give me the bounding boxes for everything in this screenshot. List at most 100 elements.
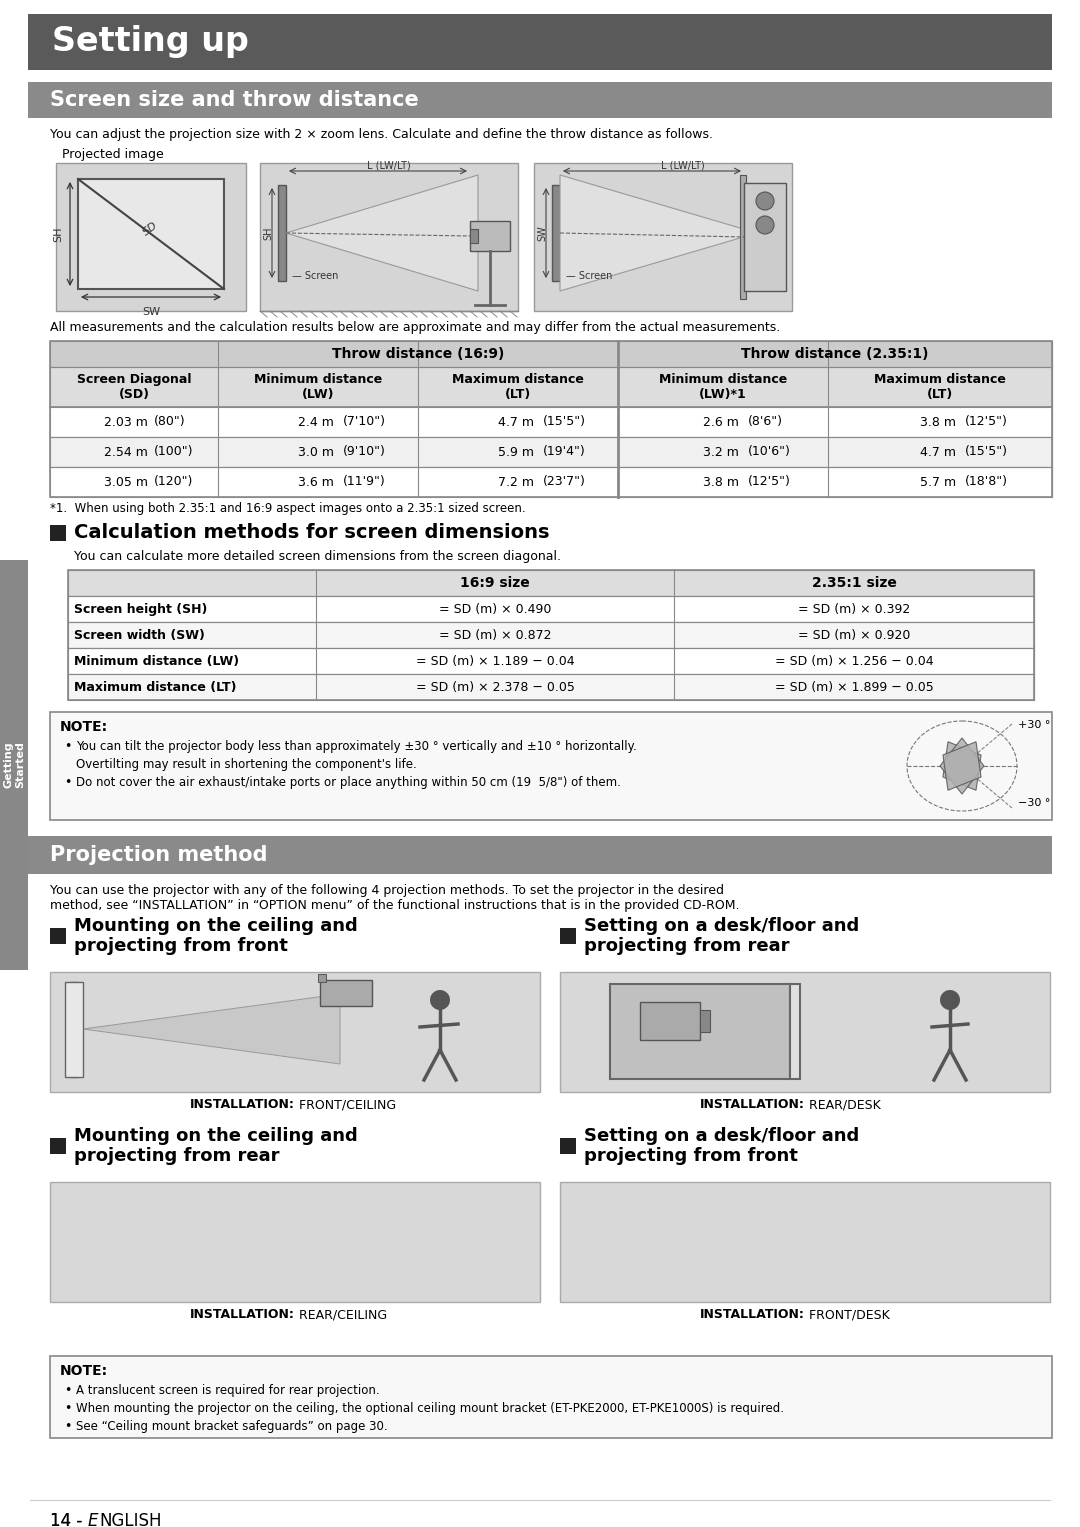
Text: (11'9"): (11'9") (343, 475, 386, 489)
Text: = SD (m) × 1.256 − 0.04: = SD (m) × 1.256 − 0.04 (774, 655, 933, 667)
Text: (15'5"): (15'5") (966, 446, 1008, 458)
Bar (278, 185, 286, 281)
Text: = SD (m) × 1.189 − 0.04: = SD (m) × 1.189 − 0.04 (416, 655, 575, 667)
Polygon shape (561, 176, 757, 292)
Bar (50, 1356, 1052, 1438)
Bar (318, 974, 326, 982)
Circle shape (940, 989, 960, 1009)
Text: Screen height (SH): Screen height (SH) (75, 603, 207, 615)
Text: (15'5"): (15'5") (543, 415, 586, 429)
Text: Minimum distance
(LW)*1: Minimum distance (LW)*1 (659, 373, 787, 402)
Bar (561, 928, 576, 944)
Polygon shape (286, 176, 478, 292)
Polygon shape (943, 742, 981, 791)
Text: 3.8 m: 3.8 m (703, 475, 739, 489)
Text: Maximum distance (LT): Maximum distance (LT) (75, 681, 237, 693)
Text: −30 °: −30 ° (1018, 799, 1051, 808)
Text: = SD (m) × 2.378 − 0.05: = SD (m) × 2.378 − 0.05 (416, 681, 575, 693)
Polygon shape (943, 742, 981, 791)
Bar (320, 980, 372, 1006)
Bar (78, 179, 224, 289)
Text: = SD (m) × 1.899 − 0.05: = SD (m) × 1.899 − 0.05 (774, 681, 933, 693)
Text: (23'7"): (23'7") (543, 475, 585, 489)
Text: SW: SW (141, 307, 160, 318)
Text: (9'10"): (9'10") (343, 446, 386, 458)
Bar (65, 982, 83, 1077)
Bar (50, 408, 1052, 437)
Bar (552, 185, 561, 281)
Text: = SD (m) × 0.920: = SD (m) × 0.920 (798, 629, 910, 641)
Text: Setting on a desk/floor and
projecting from rear: Setting on a desk/floor and projecting f… (584, 916, 860, 956)
Text: See “Ceiling mount bracket safeguards” on page 30.: See “Ceiling mount bracket safeguards” o… (76, 1420, 388, 1432)
Text: FRONT/DESK: FRONT/DESK (805, 1309, 890, 1321)
Text: SW: SW (537, 224, 546, 241)
Text: 3.0 m: 3.0 m (298, 446, 334, 458)
Bar (50, 341, 1052, 496)
Text: Throw distance (16:9): Throw distance (16:9) (332, 347, 504, 360)
Text: SD: SD (141, 220, 160, 238)
Bar (744, 183, 786, 292)
Bar (70, 982, 78, 1077)
Text: •: • (64, 1420, 71, 1432)
Text: (19'4"): (19'4") (543, 446, 585, 458)
Text: Projection method: Projection method (50, 844, 268, 864)
Text: E: E (87, 1512, 98, 1527)
Bar (50, 1138, 66, 1154)
Bar (700, 1009, 710, 1032)
Bar (561, 1138, 576, 1154)
Bar (68, 673, 1034, 699)
Text: (120"): (120") (154, 475, 193, 489)
Text: SH: SH (264, 226, 273, 240)
Bar (28, 835, 1052, 873)
Text: 3.6 m: 3.6 m (298, 475, 334, 489)
Text: (18'8"): (18'8") (966, 475, 1008, 489)
Text: All measurements and the calculation results below are approximate and may diffe: All measurements and the calculation res… (50, 321, 780, 334)
Text: 7.2 m: 7.2 m (498, 475, 534, 489)
Text: NOTE:: NOTE: (60, 721, 108, 734)
Text: Projected image: Projected image (62, 148, 164, 160)
Text: 14 -: 14 - (50, 1512, 87, 1527)
Text: — Screen: — Screen (292, 270, 338, 281)
Text: (7'10"): (7'10") (343, 415, 386, 429)
Text: Mounting on the ceiling and
projecting from rear: Mounting on the ceiling and projecting f… (75, 1127, 357, 1165)
Text: INSTALLATION:: INSTALLATION: (700, 1098, 805, 1112)
Text: Mounting on the ceiling and
projecting from front: Mounting on the ceiling and projecting f… (75, 916, 357, 956)
Text: 4.7 m: 4.7 m (920, 446, 956, 458)
Text: Screen Diagonal
(SD): Screen Diagonal (SD) (77, 373, 191, 402)
Bar (68, 647, 1034, 673)
Text: You can calculate more detailed screen dimensions from the screen diagonal.: You can calculate more detailed screen d… (75, 550, 561, 563)
Text: L (LW/LT): L (LW/LT) (367, 160, 410, 169)
Text: •: • (64, 776, 71, 789)
Text: INSTALLATION:: INSTALLATION: (190, 1309, 295, 1321)
Text: 3.05 m: 3.05 m (104, 475, 148, 489)
Bar (561, 1182, 1050, 1303)
Text: •: • (64, 1383, 71, 1397)
Polygon shape (83, 994, 340, 1064)
Text: You can adjust the projection size with 2 × zoom lens. Calculate and define the : You can adjust the projection size with … (50, 128, 713, 140)
Polygon shape (940, 738, 984, 794)
Text: (100"): (100") (154, 446, 193, 458)
Text: You can tilt the projector body less than approximately ±30 ° vertically and ±10: You can tilt the projector body less tha… (76, 741, 637, 753)
Text: Getting
Started: Getting Started (3, 742, 25, 788)
Bar (260, 163, 518, 312)
Text: Minimum distance (LW): Minimum distance (LW) (75, 655, 239, 667)
Text: FRONT/CEILING: FRONT/CEILING (295, 1098, 396, 1112)
Text: Setting on a desk/floor and
projecting from front: Setting on a desk/floor and projecting f… (584, 1127, 860, 1165)
Bar (50, 928, 66, 944)
Text: = SD (m) × 0.490: = SD (m) × 0.490 (438, 603, 551, 615)
Text: 16:9 size: 16:9 size (460, 576, 530, 589)
Text: INSTALLATION:: INSTALLATION: (190, 1098, 295, 1112)
Text: (12'5"): (12'5") (966, 415, 1008, 429)
Text: Maximum distance
(LT): Maximum distance (LT) (874, 373, 1005, 402)
Text: (12'5"): (12'5") (748, 475, 791, 489)
Text: = SD (m) × 0.392: = SD (m) × 0.392 (798, 603, 910, 615)
Circle shape (756, 215, 774, 234)
Bar (50, 712, 1052, 820)
Bar (50, 525, 66, 541)
Text: NGLISH: NGLISH (99, 1512, 162, 1527)
Text: *1.  When using both 2.35:1 and 16:9 aspect images onto a 2.35:1 sized screen.: *1. When using both 2.35:1 and 16:9 aspe… (50, 502, 526, 515)
Text: You can use the projector with any of the following 4 projection methods. To set: You can use the projector with any of th… (50, 884, 740, 912)
Text: 5.7 m: 5.7 m (920, 475, 956, 489)
Bar (68, 596, 1034, 621)
Text: SH: SH (53, 226, 63, 241)
